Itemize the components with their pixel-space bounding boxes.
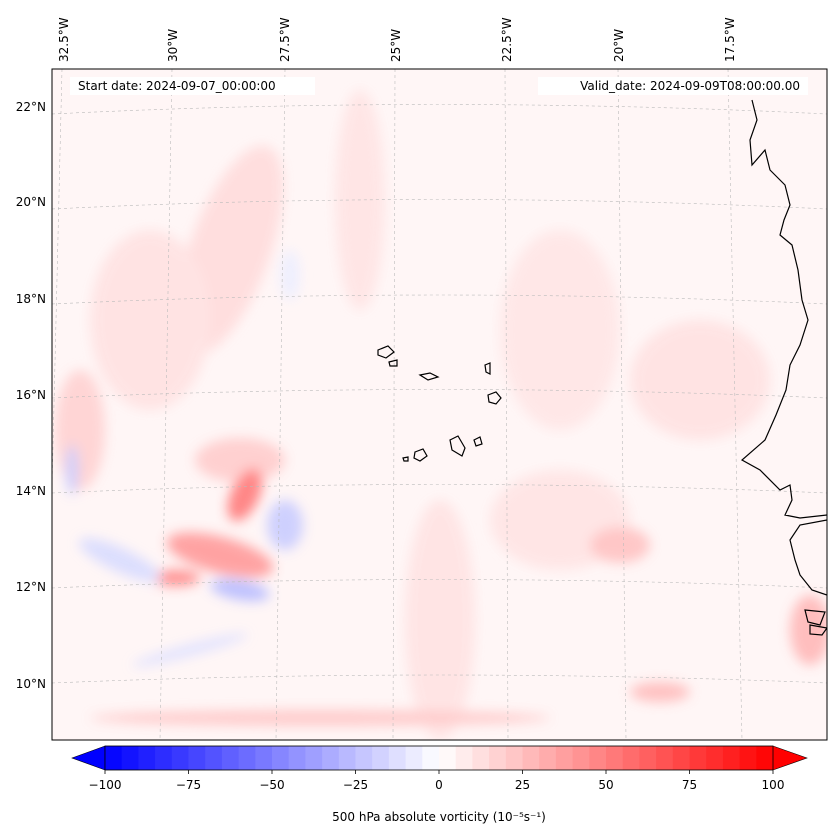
colorbar-cell [121,746,139,770]
colorbar-cell [322,746,340,770]
colorbar-cell [405,746,423,770]
colorbar-cell [455,746,473,770]
colorbar-cell [338,746,357,770]
lon-label: 32.5°W [57,17,71,62]
colorbar-cell [555,746,574,770]
colorbar-cell [188,746,206,770]
colorbar-tick-label: −75 [176,778,201,792]
colorbar-tick-label: −25 [343,778,368,792]
map-panel: Start date: 2024-09-07_00:00:00 Valid_da… [51,68,828,741]
colorbar-min-extend [71,745,106,771]
start-date-text: Start date: 2024-09-07_00:00:00 [78,79,276,93]
colorbar-cell [255,746,273,770]
lon-label: 27.5°W [278,17,292,62]
longitude-labels: 32.5°W 30°W 27.5°W 25°W 22.5°W 20°W 17.5… [57,17,737,62]
colorbar-cell [171,746,190,770]
lat-label: 10°N [16,677,46,691]
colorbar-cell [539,746,557,770]
colorbar-label: 500 hPa absolute vorticity (10⁻⁵s⁻¹) [332,810,546,824]
colorbar-tick-label: 50 [598,778,613,792]
colorbar-max-extend [772,745,808,771]
colorbar-cell [656,746,674,770]
lat-label: 18°N [16,292,46,306]
colorbar-ticks: −100 −75 −50 −25 0 25 50 75 100 [89,770,785,792]
valid-date-box [538,77,808,95]
colorbar-cell [205,746,223,770]
colorbar-cell [138,746,156,770]
lon-label: 25°W [389,29,403,62]
colorbar-cell [522,746,540,770]
vorticity-field [55,90,827,740]
colorbar-cell [372,746,390,770]
colorbar-cell [355,746,373,770]
colorbar-cell [706,746,724,770]
lon-label: 30°W [166,29,180,62]
colorbar-cell [238,746,256,770]
colorbar-tick-label: 100 [762,778,785,792]
colorbar-tick-label: 0 [435,778,443,792]
colorbar-cell [505,746,524,770]
colorbar-tick-label: −100 [89,778,122,792]
lat-label: 20°N [16,195,46,209]
colorbar-cell [388,746,407,770]
lat-label: 22°N [16,100,46,114]
colorbar-cell [489,746,507,770]
colorbar-cell [472,746,490,770]
colorbar-cell [672,746,691,770]
valid-date-text: Valid_date: 2024-09-09T08:00:00.00 [580,79,800,93]
colorbar-cells [105,746,774,770]
lon-label: 20°W [612,29,626,62]
lon-label: 17.5°W [723,17,737,62]
colorbar-cell [221,746,240,770]
colorbar-tick-label: −50 [259,778,284,792]
colorbar-cell [155,746,173,770]
colorbar-tick-label: 25 [515,778,530,792]
colorbar-cell [689,746,707,770]
lon-label: 22.5°W [500,17,514,62]
colorbar: −100 −75 −50 −25 0 25 50 75 100 500 hPa absolute… [71,745,808,824]
gridlines [52,69,827,740]
colorbar-cell [105,746,123,770]
colorbar-cell [272,746,290,770]
colorbar-cell [739,746,757,770]
colorbar-cell [422,746,440,770]
colorbar-cell [589,746,607,770]
colorbar-cell [305,746,323,770]
colorbar-cell [622,746,640,770]
map-frame [51,68,828,741]
colorbar-cell [606,746,624,770]
colorbar-cell [639,746,657,770]
colorbar-cell [439,746,457,770]
lat-label: 16°N [16,388,46,402]
cape-verde-island [377,345,395,359]
colorbar-cell [722,746,741,770]
colorbar-cell [572,746,590,770]
colorbar-cell [288,746,306,770]
lat-label: 14°N [16,484,46,498]
lat-label: 12°N [16,580,46,594]
colorbar-tick-label: 75 [682,778,697,792]
colorbar-cell [756,746,774,770]
start-date-box [70,77,315,95]
latitude-labels: 22°N 20°N 18°N 16°N 14°N 12°N 10°N [16,100,46,691]
coastlines [377,99,827,636]
